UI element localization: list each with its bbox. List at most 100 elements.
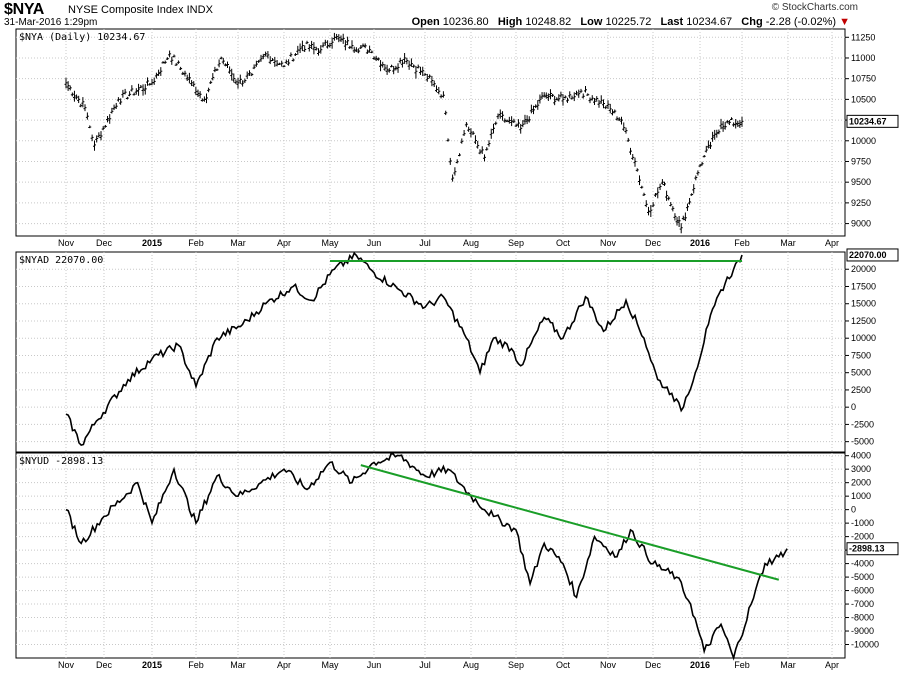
x-tick-label: Jul	[419, 660, 431, 670]
x-tick-label: 2016	[690, 238, 710, 248]
x-tick-label: Nov	[600, 238, 617, 248]
x-tick-label: Feb	[188, 660, 204, 670]
x-tick-label: Oct	[556, 660, 571, 670]
datetime-label: 31-Mar-2016 1:29pm	[4, 17, 98, 28]
y-tick-label: -7000	[851, 599, 874, 609]
x-tick-label: Feb	[188, 238, 204, 248]
last-value-box	[846, 542, 899, 556]
x-tick-label: Feb	[734, 660, 750, 670]
x-tick-label: Mar	[230, 238, 246, 248]
x-tick-label: Sep	[508, 660, 524, 670]
last-value-label: 22070.00	[849, 250, 887, 260]
y-tick-label: 9000	[851, 219, 871, 229]
trend-line	[360, 464, 780, 581]
down-arrow-icon: ▼	[839, 16, 850, 28]
y-tick-label: 9250	[851, 198, 871, 208]
last-value-box	[846, 114, 899, 128]
y-tick-label: 4000	[851, 451, 871, 461]
x-tick-label: Jun	[367, 660, 382, 670]
y-tick-label: 10000	[851, 136, 876, 146]
x-tick-label: Jun	[367, 238, 382, 248]
x-tick-label: Apr	[277, 238, 291, 248]
chart-header: $NYA NYSE Composite Index INDX 31-Mar-20…	[0, 0, 900, 28]
y-tick-label: 11250	[851, 32, 875, 42]
panel-title: $NYAD 22070.00	[19, 255, 103, 266]
low-value: 10225.72	[605, 16, 652, 28]
y-tick-label: -6000	[851, 586, 874, 596]
last-label: Last	[660, 16, 684, 28]
index-fullname: NYSE Composite Index	[68, 4, 184, 16]
y-tick-label: 2500	[851, 385, 871, 395]
y-tick-label: 12500	[851, 316, 876, 326]
y-tick-label: 10500	[851, 94, 876, 104]
y-tick-label: 1000	[851, 491, 871, 501]
x-tick-label: Dec	[645, 238, 662, 248]
y-tick-label: 15000	[851, 299, 876, 309]
x-tick-label: Nov	[58, 238, 75, 248]
x-tick-label: Apr	[277, 660, 291, 670]
x-tick-label: 2015	[142, 660, 162, 670]
source-label: © StockCharts.com	[771, 2, 858, 13]
x-tick-label: Dec	[96, 660, 113, 670]
x-tick-label: 2015	[142, 238, 162, 248]
high-label: High	[497, 16, 523, 28]
x-tick-label: Aug	[463, 660, 479, 670]
panel-frame	[15, 452, 846, 659]
y-tick-label: 17500	[851, 281, 876, 291]
high-value: 10248.82	[525, 16, 572, 28]
x-tick-label: Jul	[419, 238, 431, 248]
x-tick-label: Dec	[645, 660, 662, 670]
y-tick-label: 10750	[851, 74, 876, 84]
last-value-label: 10234.67	[849, 116, 887, 126]
panel-2: 20000 17500 15000 12500 10000 7500 5000 2500 0 -2…	[15, 248, 899, 453]
x-tick-label: Nov	[58, 660, 75, 670]
y-tick-label: 3000	[851, 464, 871, 474]
y-tick-label: 9500	[851, 177, 871, 187]
x-tick-label: Dec	[96, 238, 113, 248]
x-tick-label: Sep	[508, 238, 524, 248]
series-line	[65, 452, 788, 661]
last-value-box	[846, 248, 899, 262]
panel-title: $NYA (Daily) 10234.67	[19, 32, 145, 43]
x-tick-label: Oct	[556, 238, 571, 248]
last-value: 10234.67	[686, 16, 733, 28]
x-tick-label: Apr	[825, 238, 839, 248]
y-tick-label: 9750	[851, 156, 871, 166]
exchange-label: INDX	[186, 4, 213, 16]
y-tick-label: -8000	[851, 613, 874, 623]
panel-frame	[15, 28, 846, 237]
x-tick-label: May	[321, 238, 339, 248]
panel-frame	[15, 251, 846, 453]
symbol-label: $NYA	[4, 1, 45, 18]
y-tick-label: 0	[851, 505, 856, 515]
x-tick-label: Nov	[600, 660, 617, 670]
panel-title: $NYUD -2898.13	[19, 456, 103, 467]
x-tick-label: May	[321, 660, 339, 670]
x-tick-label: Aug	[463, 238, 479, 248]
panel-3: 40003000200010000-1000-2000-3000-4000-50…	[15, 451, 899, 661]
open-label: Open	[411, 16, 440, 28]
y-tick-label: -9000	[851, 626, 874, 636]
y-tick-label: 2000	[851, 478, 871, 488]
y-tick-label: 11000	[851, 53, 875, 63]
x-tick-label: Apr	[825, 660, 839, 670]
x-tick-label: Mar	[780, 238, 796, 248]
quote-bar: Open 10236.80 High 10248.82 Low 10225.72…	[412, 16, 850, 28]
low-label: Low	[580, 16, 603, 28]
index-name: NYSE Composite Index INDX	[68, 4, 213, 16]
y-tick-label: -4000	[851, 559, 874, 569]
y-tick-label: 7500	[851, 350, 871, 360]
panel-1: 1125011000107501050010250100009750950092…	[15, 28, 899, 237]
y-tick-label: 0	[851, 402, 856, 412]
y-tick-label: -2000	[851, 532, 874, 542]
open-value: 10236.80	[442, 16, 489, 28]
y-tick-label: 5000	[851, 368, 871, 378]
x-tick-label: 2016	[690, 660, 710, 670]
x-tick-label: Feb	[734, 238, 750, 248]
chg-label: Chg	[741, 16, 763, 28]
chg-value: -2.28 (-0.02%)	[765, 16, 837, 28]
x-tick-label: Mar	[230, 660, 246, 670]
x-tick-label: Mar	[780, 660, 796, 670]
y-tick-label: -1000	[851, 518, 874, 528]
